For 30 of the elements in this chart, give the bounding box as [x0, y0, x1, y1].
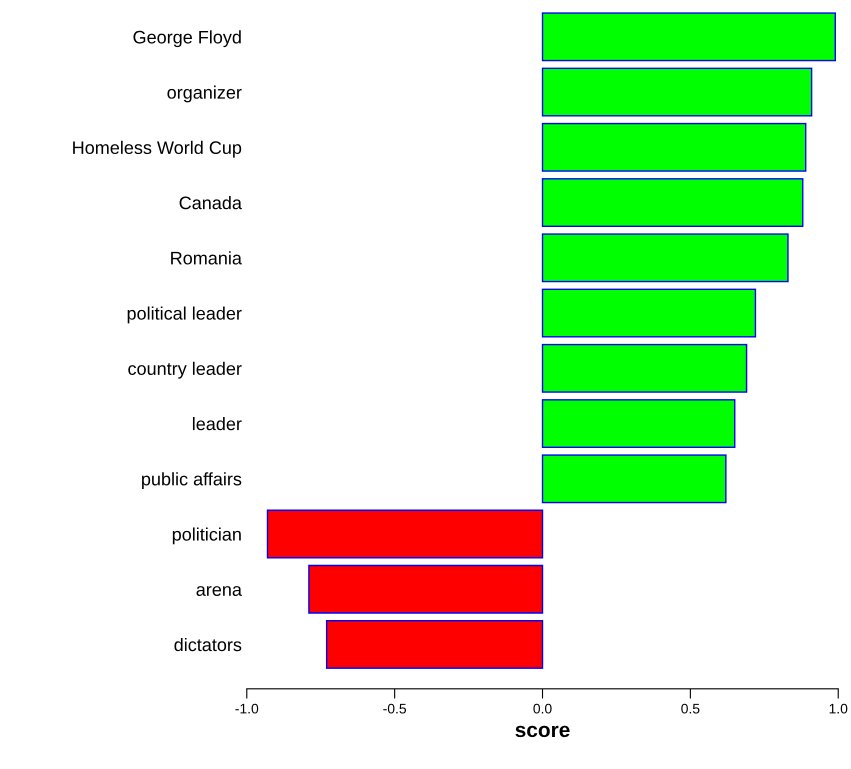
x-tick-label: 0.5 [681, 704, 700, 714]
y-tick-label: Homeless World Cup [73, 140, 242, 158]
x-tick-label: 1.0 [830, 704, 848, 714]
y-tick-label: politician [172, 527, 241, 544]
bar [542, 344, 748, 393]
x-tick-label: -1.0 [235, 704, 258, 714]
y-tick-label: public affairs [142, 472, 242, 490]
bar [266, 510, 544, 558]
y-tick-label: George Floyd [133, 30, 241, 48]
y-tick-label: Canada [180, 196, 242, 210]
bar [542, 68, 812, 117]
bar [308, 564, 544, 614]
y-tick-label: dictators [174, 638, 242, 652]
bar [542, 399, 736, 448]
y-tick-label: leader [192, 416, 242, 430]
bar [542, 454, 727, 504]
y-tick-label: arena [196, 586, 242, 596]
x-axis-title: score [515, 726, 570, 738]
x-tick-label: 0.0 [533, 704, 552, 714]
y-tick-label: organizer [167, 86, 242, 102]
bar [326, 620, 544, 669]
x-tick-label: -0.5 [383, 704, 406, 714]
bar [542, 233, 789, 282]
y-tick-label: political leader [128, 306, 242, 324]
bar [542, 178, 804, 228]
y-tick-label: Romania [171, 251, 242, 265]
bar [542, 12, 836, 62]
bar [542, 288, 756, 338]
y-tick-label: country leader [128, 362, 242, 379]
bar [542, 122, 806, 172]
